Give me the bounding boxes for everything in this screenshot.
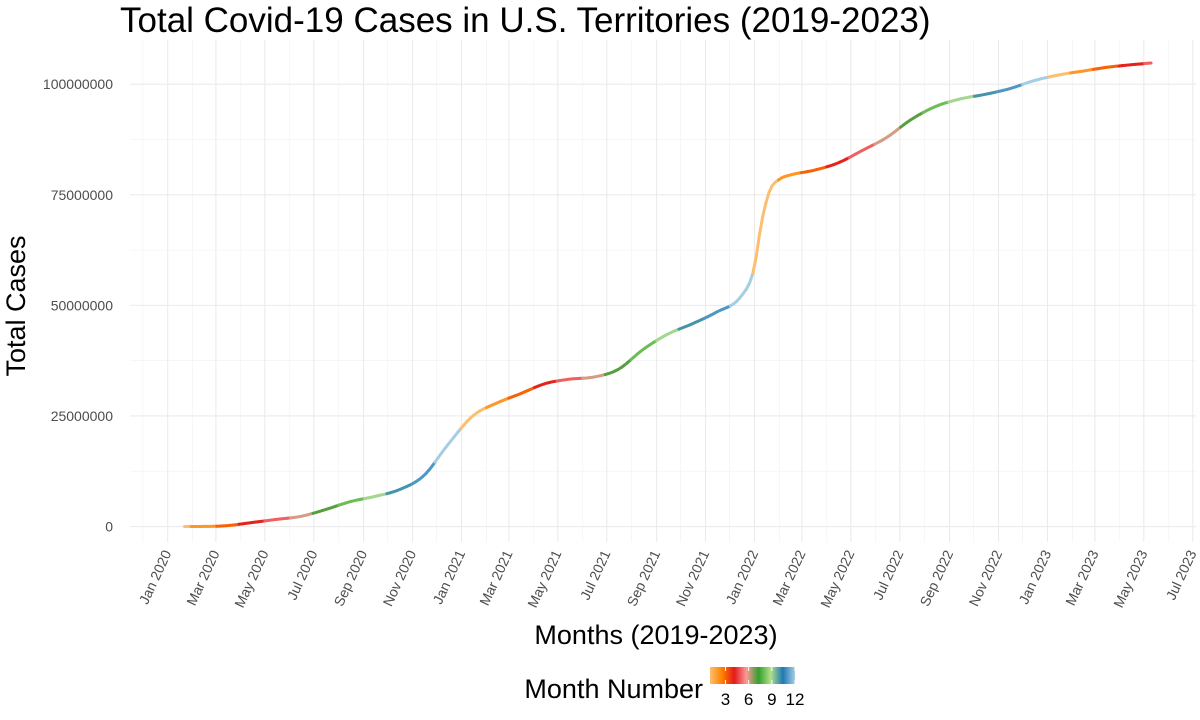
x-tick-label: Mar 2022 xyxy=(769,547,809,608)
series-line-segment xyxy=(754,234,761,259)
x-tick-label: May 2022 xyxy=(817,547,858,610)
x-tick-label: Jan 2021 xyxy=(429,547,468,606)
legend-tick-label: 9 xyxy=(767,690,776,709)
x-tick-label: Jan 2022 xyxy=(722,547,761,606)
x-tick-label: Sep 2021 xyxy=(623,547,663,608)
x-tick-label: Sep 2020 xyxy=(330,547,370,608)
legend-colorbar xyxy=(710,667,795,684)
legend-tick-label: 12 xyxy=(786,690,805,709)
x-tick-label: Jul 2022 xyxy=(870,547,907,602)
x-tick-label: May 2021 xyxy=(524,547,565,610)
y-tick-label: 100000000 xyxy=(43,76,113,92)
legend-title: Month Number xyxy=(524,674,703,704)
plot-panel xyxy=(130,40,1196,542)
chart-title: Total Covid-19 Cases in U.S. Territories… xyxy=(120,1,931,40)
x-tick-label: Nov 2020 xyxy=(379,547,419,608)
major-gridlines xyxy=(130,40,1196,542)
legend-tick-label: 3 xyxy=(721,690,730,709)
y-tick-label: 0 xyxy=(105,519,113,535)
series-line-segment xyxy=(764,191,771,205)
x-tick-label: Jul 2023 xyxy=(1163,547,1200,602)
legend: Month Number 3 6 9 12 xyxy=(524,667,804,709)
x-tick-label: Jan 2023 xyxy=(1015,547,1054,606)
legend-tick-labels: 3 6 9 12 xyxy=(721,667,805,709)
x-tick-label: Mar 2023 xyxy=(1062,547,1102,608)
x-tick-labels: Jan 2020 Mar 2020 May 2020 Jul 2020 Sep 2020… xyxy=(136,547,1200,610)
y-tick-label: 75000000 xyxy=(51,187,114,203)
minor-gridlines xyxy=(130,40,1196,542)
x-tick-label: Nov 2021 xyxy=(672,547,712,608)
x-tick-label: Nov 2022 xyxy=(965,547,1005,608)
y-tick-label: 25000000 xyxy=(51,408,114,424)
x-tick-label: May 2020 xyxy=(231,547,272,610)
x-tick-label: Jan 2020 xyxy=(136,547,175,606)
x-tick-label: Sep 2022 xyxy=(916,547,956,608)
series-layer xyxy=(183,61,1153,529)
y-axis-title: Total Cases xyxy=(1,235,31,376)
x-tick-label: May 2023 xyxy=(1110,547,1151,610)
series-line-segment xyxy=(751,255,758,275)
x-axis-title: Months (2019-2023) xyxy=(534,620,777,650)
series-line-segment xyxy=(748,271,755,285)
x-tick-label: Jul 2020 xyxy=(284,547,321,602)
x-tick-label: Mar 2020 xyxy=(183,547,223,608)
series-line-segment xyxy=(761,201,768,219)
y-tick-label: 50000000 xyxy=(51,297,114,313)
series-line-segment xyxy=(757,215,765,238)
y-tick-labels: 0 25000000 50000000 75000000 100000000 xyxy=(43,76,113,534)
legend-tick-label: 6 xyxy=(744,690,753,709)
x-tick-label: Jul 2021 xyxy=(577,547,614,602)
x-tick-label: Mar 2021 xyxy=(476,547,516,608)
